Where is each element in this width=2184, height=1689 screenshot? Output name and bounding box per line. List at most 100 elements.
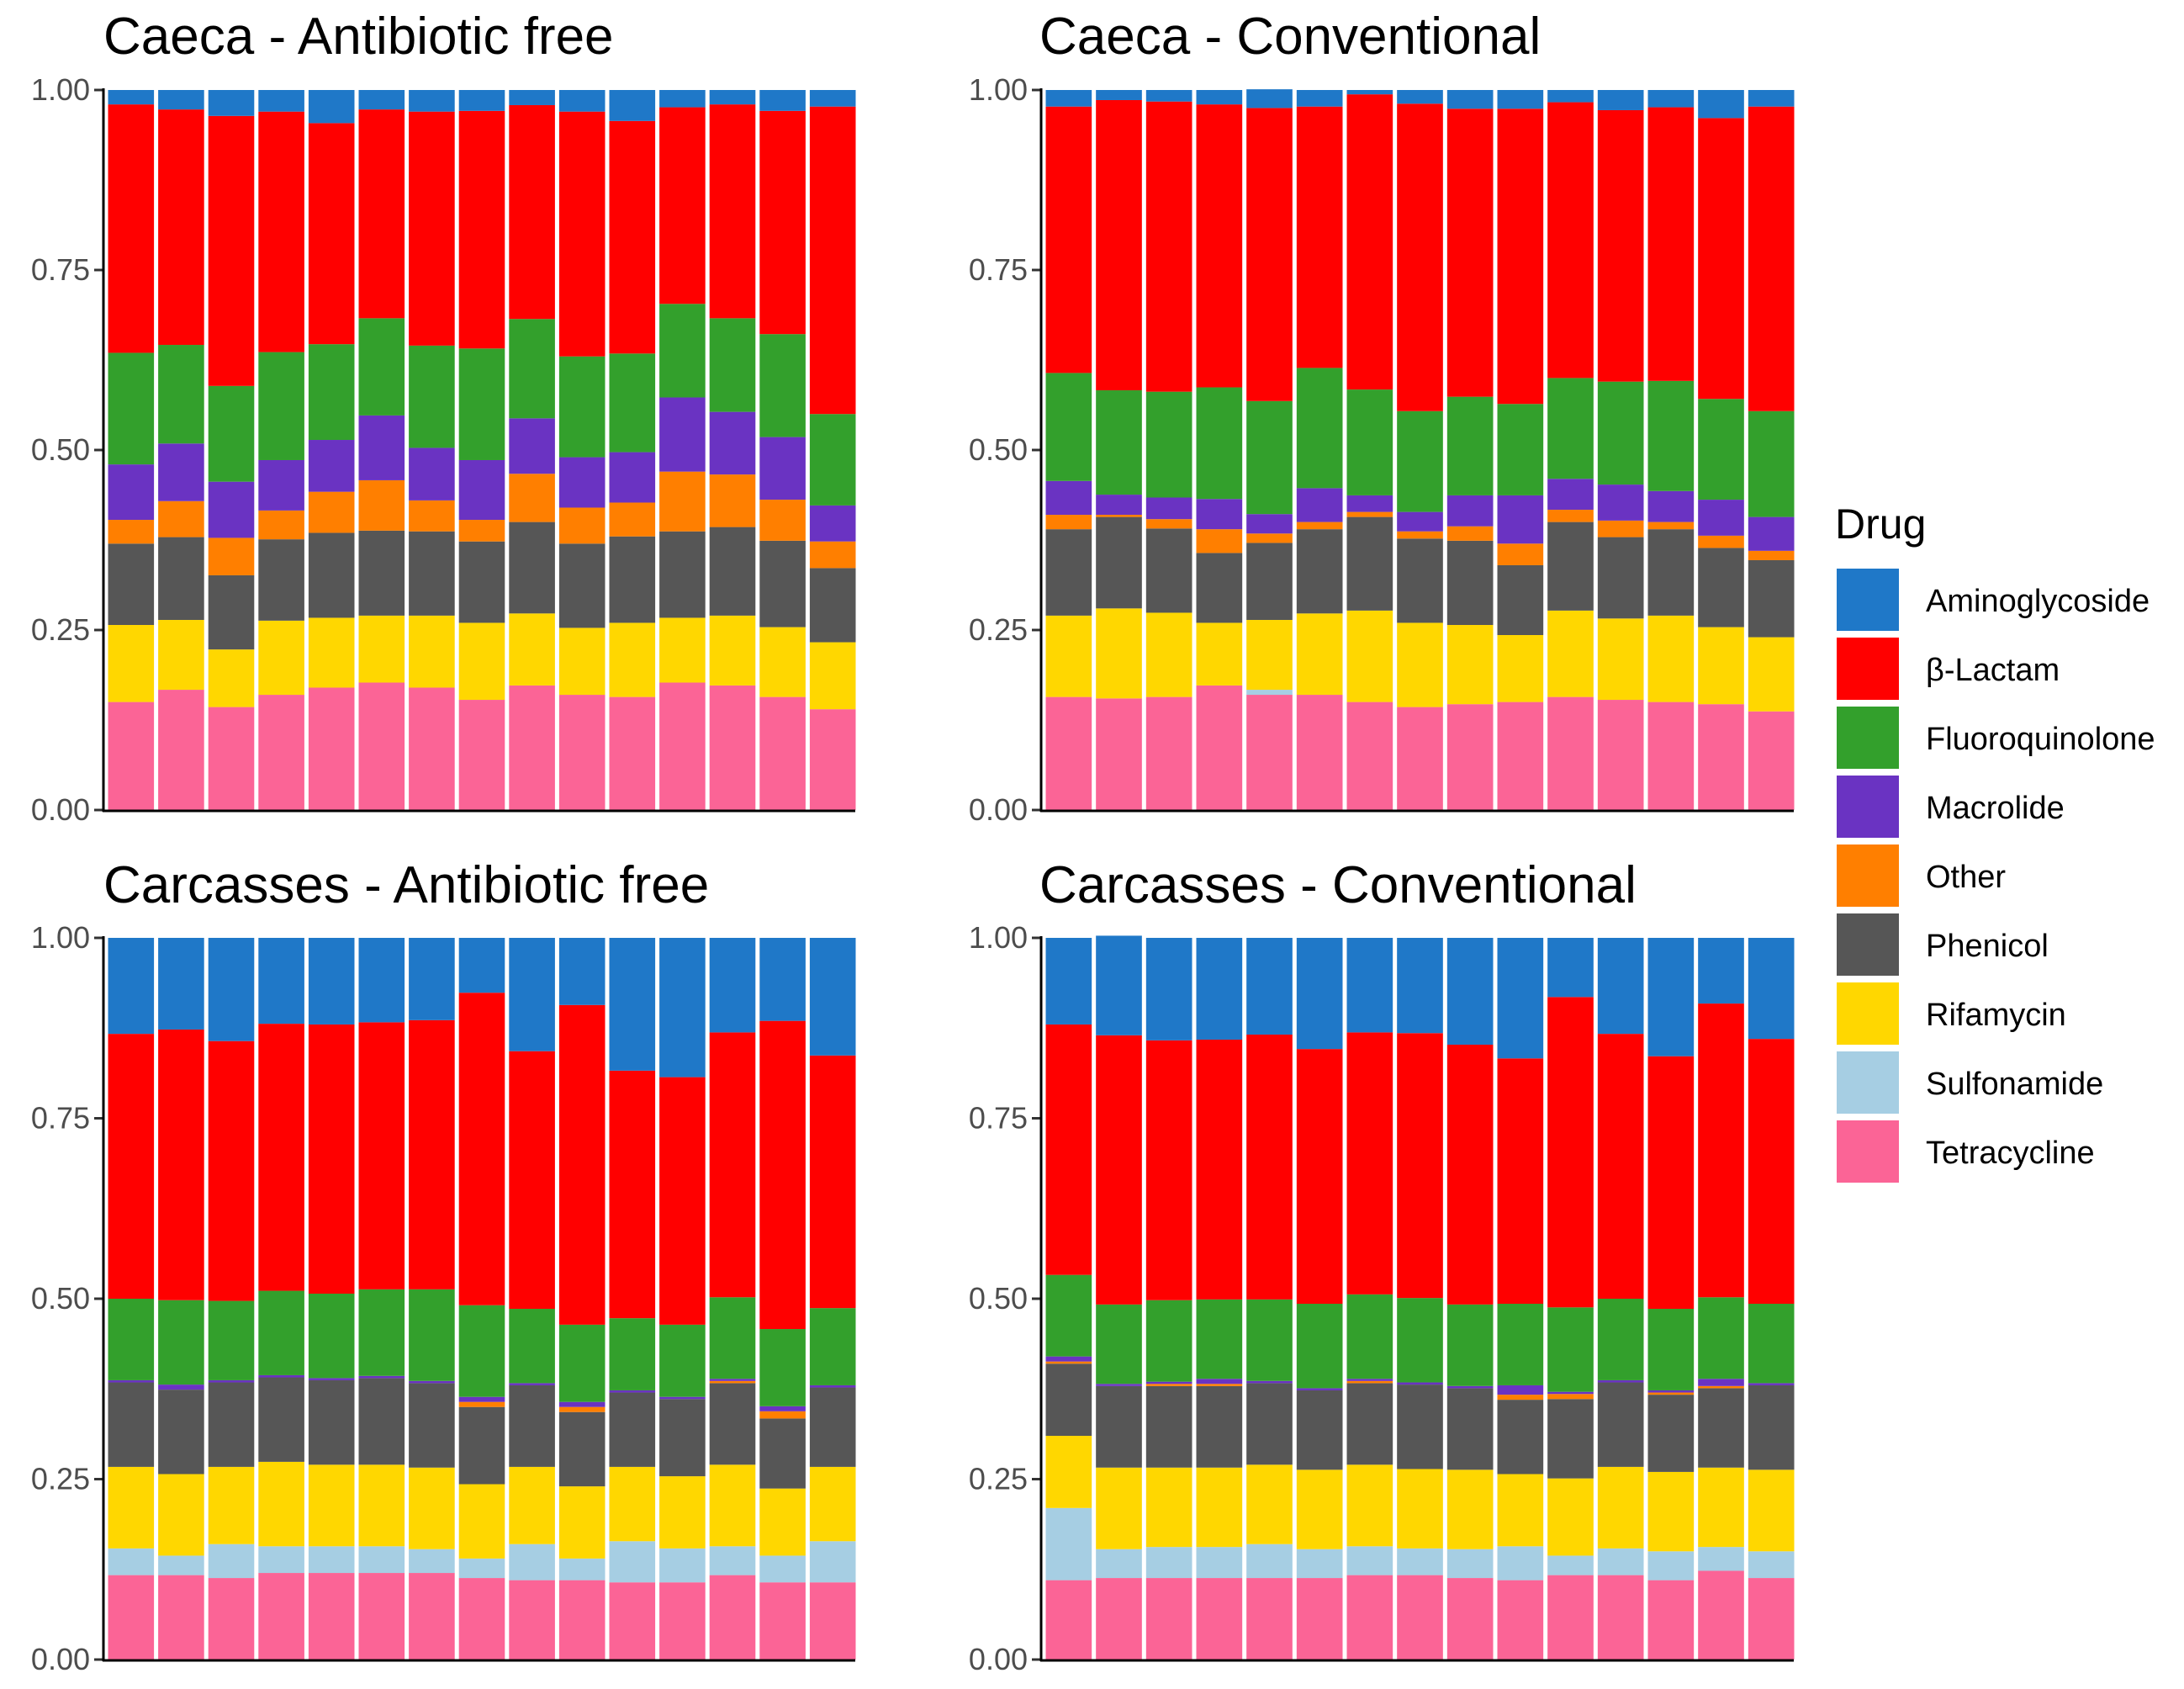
y-tick-label: 0.00 xyxy=(969,792,1028,827)
bar-segment-rifamycin xyxy=(1547,1478,1594,1556)
legend-item-beta_lactam: β-Lactam xyxy=(1837,638,2060,700)
bar-segment-beta_lactam xyxy=(1647,1056,1695,1310)
bar-segment-aminoglycoside xyxy=(1196,90,1243,105)
bar-10 xyxy=(558,938,605,1660)
bar-segment-tetracycline xyxy=(1246,1578,1293,1660)
bar-segment-rifamycin xyxy=(659,1476,706,1549)
bar-segment-other xyxy=(709,474,756,527)
bar-1 xyxy=(108,938,155,1660)
bar-segment-tetracycline xyxy=(1145,696,1192,810)
bar-segment-other xyxy=(1346,511,1393,517)
bar-segment-other xyxy=(258,510,304,540)
bar-segment-phenicol xyxy=(1296,529,1343,614)
bar-segment-fluoroquinolone xyxy=(1196,387,1243,500)
bar-segment-rifamycin xyxy=(308,1464,355,1547)
bar-segment-phenicol xyxy=(1296,1390,1343,1470)
legend-item-fluoroquinolone: Fluoroquinolone xyxy=(1837,707,2155,769)
bar-segment-rifamycin xyxy=(308,617,355,688)
bar-segment-beta_lactam xyxy=(609,1070,656,1319)
bar-segment-aminoglycoside xyxy=(1397,90,1443,104)
bar-segment-macrolide xyxy=(158,443,204,501)
bar-segment-fluoroquinolone xyxy=(358,318,405,416)
bar-segment-phenicol xyxy=(1045,1363,1092,1437)
bar-14 xyxy=(1698,90,1744,810)
bar-segment-other xyxy=(1647,522,1695,530)
bar-segment-tetracycline xyxy=(558,695,605,810)
bar-3 xyxy=(1145,938,1192,1660)
bar-segment-beta_lactam xyxy=(509,104,555,320)
bar-segment-beta_lactam xyxy=(1497,109,1544,405)
bar-segment-fluoroquinolone xyxy=(759,334,806,437)
bar-segment-tetracycline xyxy=(208,707,255,810)
legend-item-aminoglycoside: Aminoglycoside xyxy=(1837,569,2150,631)
bar-segment-rifamycin xyxy=(509,613,555,686)
bar-segment-phenicol xyxy=(609,536,656,623)
legend-item-phenicol: Phenicol xyxy=(1837,913,2049,976)
bar-segment-macrolide xyxy=(208,481,255,538)
bar-10 xyxy=(1497,90,1544,810)
bar-segment-macrolide xyxy=(1748,1383,1795,1385)
y-tick-label: 0.50 xyxy=(969,1281,1028,1316)
bar-2 xyxy=(1096,935,1142,1660)
bar-segment-tetracycline xyxy=(1296,1578,1343,1660)
bar-segment-phenicol xyxy=(1698,548,1744,627)
bar-10 xyxy=(1497,938,1544,1660)
y-tick-label: 0.50 xyxy=(969,432,1028,467)
bar-segment-macrolide xyxy=(1096,1384,1142,1386)
bar-4 xyxy=(1196,938,1243,1660)
legend-item-tetracycline: Tetracycline xyxy=(1837,1120,2095,1183)
bar-segment-sulfonamide xyxy=(1698,1547,1744,1571)
bar-segment-phenicol xyxy=(1346,1383,1393,1465)
bar-segment-other xyxy=(1748,550,1795,560)
bar-segment-tetracycline xyxy=(1497,702,1544,810)
panel-1: Caeca - Antibiotic free 0.00 0.25 0.50 0.75 1… xyxy=(31,8,856,827)
y-tick-label: 0.75 xyxy=(969,252,1028,287)
y-tick-label: 1.00 xyxy=(969,920,1028,955)
bar-segment-tetracycline xyxy=(1346,702,1393,810)
bar-segment-macrolide xyxy=(108,464,155,521)
bar-segment-aminoglycoside xyxy=(1647,90,1695,108)
bar-segment-tetracycline xyxy=(1597,700,1644,810)
bar-15 xyxy=(1748,90,1795,810)
bar-segment-sulfonamide xyxy=(759,1555,806,1583)
bar-segment-fluoroquinolone xyxy=(609,353,656,453)
bar-segment-tetracycline xyxy=(1647,1580,1695,1660)
bar-segment-aminoglycoside xyxy=(1096,935,1142,1035)
bar-segment-aminoglycoside xyxy=(659,938,706,1077)
bar-segment-aminoglycoside xyxy=(1497,90,1544,109)
bar-3 xyxy=(1145,90,1192,810)
bar-4 xyxy=(258,938,304,1660)
bar-segment-aminoglycoside xyxy=(108,938,155,1035)
bar-11 xyxy=(609,938,656,1660)
bar-segment-aminoglycoside xyxy=(1446,90,1494,109)
bar-segment-rifamycin xyxy=(1597,1466,1644,1549)
bar-segment-fluoroquinolone xyxy=(1698,1297,1744,1379)
bar-segment-rifamycin xyxy=(1145,612,1192,697)
bar-5 xyxy=(308,938,355,1660)
bar-segment-fluoroquinolone xyxy=(1145,1300,1192,1382)
bar-segment-rifamycin xyxy=(358,1464,405,1547)
bar-3 xyxy=(208,938,255,1660)
bar-segment-tetracycline xyxy=(1547,1575,1594,1660)
bar-segment-tetracycline xyxy=(1346,1575,1393,1660)
bar-segment-rifamycin xyxy=(1698,1467,1744,1548)
bar-segment-tetracycline xyxy=(1446,704,1494,810)
bar-4 xyxy=(1196,90,1243,810)
panel-title: Caeca - Antibiotic free xyxy=(103,8,614,66)
bar-segment-rifamycin xyxy=(1397,1469,1443,1549)
bar-segment-phenicol xyxy=(409,531,455,616)
bar-segment-beta_lactam xyxy=(1748,1039,1795,1305)
bar-segment-aminoglycoside xyxy=(659,90,706,108)
bar-segment-phenicol xyxy=(509,1385,555,1467)
bar-segment-fluoroquinolone xyxy=(208,385,255,482)
bar-segment-phenicol xyxy=(1547,1399,1594,1479)
bar-segment-beta_lactam xyxy=(1748,106,1795,411)
bar-segment-rifamycin xyxy=(1346,1464,1393,1547)
legend-swatch xyxy=(1837,707,1899,769)
bar-segment-fluoroquinolone xyxy=(458,1305,505,1397)
bar-segment-aminoglycoside xyxy=(1145,938,1192,1040)
bar-segment-macrolide xyxy=(1647,490,1695,522)
y-tick-label: 0.25 xyxy=(969,612,1028,647)
bar-segment-fluoroquinolone xyxy=(158,1300,204,1385)
panel-title: Carcasses - Antibiotic free xyxy=(103,856,709,914)
